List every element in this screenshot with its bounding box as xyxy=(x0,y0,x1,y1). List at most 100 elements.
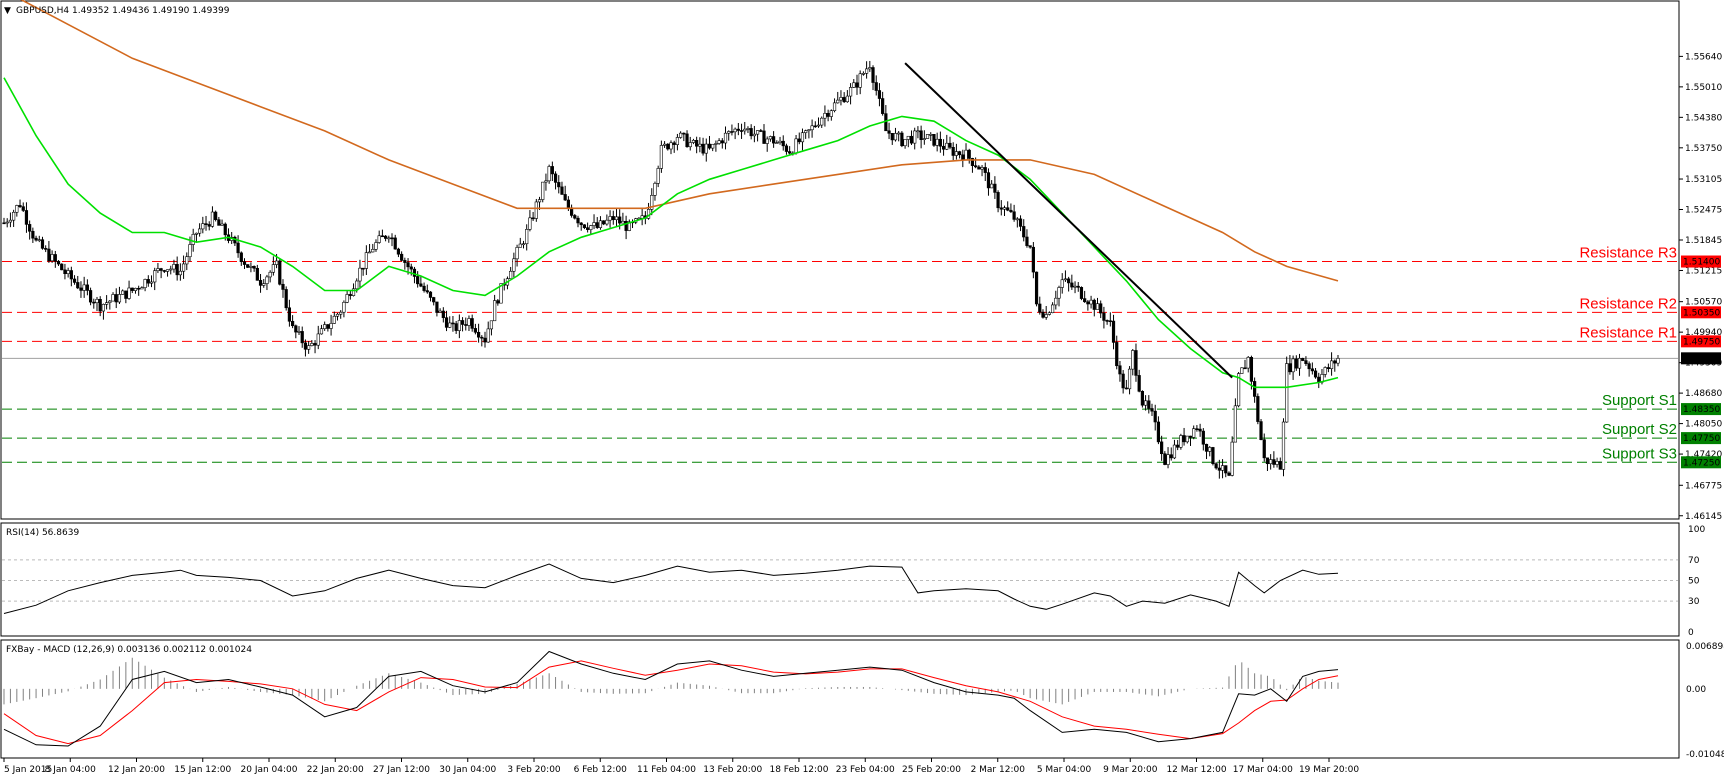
candle-body xyxy=(865,68,869,74)
candle-body xyxy=(1262,439,1266,459)
candle-body xyxy=(1297,358,1302,369)
candle-body xyxy=(108,300,112,303)
candle-body xyxy=(249,266,253,268)
candle-body xyxy=(964,149,968,161)
candle-body xyxy=(1313,370,1318,378)
candle-body xyxy=(958,151,962,156)
candle-body xyxy=(278,260,282,285)
candle-body xyxy=(40,239,45,249)
candle-body xyxy=(441,310,445,318)
candle-body xyxy=(1217,467,1221,471)
candle-body xyxy=(1278,461,1282,470)
candle-body xyxy=(416,276,420,285)
candle-body xyxy=(903,139,907,147)
candle-body xyxy=(188,244,192,258)
price-axis-label-1: 1.55010 xyxy=(1685,83,1722,93)
candle-body xyxy=(28,224,32,232)
downtrend-line[interactable] xyxy=(904,62,1233,379)
candle-body xyxy=(444,317,449,328)
level-label-2: Resistance R1 xyxy=(1579,324,1677,341)
candle-body xyxy=(1182,435,1186,443)
candle-body xyxy=(451,322,455,325)
level-label-5: Support S3 xyxy=(1602,445,1677,462)
candle-body xyxy=(861,73,866,75)
candle-body xyxy=(483,337,487,343)
rsi-axis-label-3: 30 xyxy=(1688,597,1700,607)
candle-body xyxy=(438,310,442,313)
candle-body xyxy=(114,294,118,303)
candle-body xyxy=(140,287,144,290)
candle-body xyxy=(1089,299,1093,305)
time-axis-label-20: 19 Mar 20:00 xyxy=(1299,765,1359,775)
macd-axis-label-1: 0.00 xyxy=(1686,685,1706,695)
candle-body xyxy=(130,287,134,291)
candle-body xyxy=(1127,368,1132,390)
candle-body xyxy=(105,302,109,305)
candle-body xyxy=(531,217,535,220)
candle-body xyxy=(560,186,564,195)
candle-body xyxy=(999,207,1003,210)
time-axis-label-0: 5 Jan 2015 xyxy=(4,765,52,775)
candle-body xyxy=(1301,358,1305,361)
candle-body xyxy=(172,264,176,270)
candle-body xyxy=(34,237,38,241)
candle-body xyxy=(550,166,554,175)
candle-body xyxy=(1326,367,1330,369)
candle-body xyxy=(1015,218,1019,221)
candle-body xyxy=(743,128,747,132)
rsi-axis-label-2: 50 xyxy=(1688,577,1700,587)
candle-body xyxy=(12,211,16,221)
candle-body xyxy=(63,269,67,275)
candle-body xyxy=(582,224,587,228)
candle-body xyxy=(1060,279,1064,288)
candle-body xyxy=(156,268,160,272)
candle-body xyxy=(1057,287,1061,299)
rsi-title: RSI(14) 56.8639 xyxy=(6,528,79,538)
macd-signal-line xyxy=(3,660,1339,745)
candle-body xyxy=(1198,428,1202,432)
candle-body xyxy=(691,140,696,143)
chart-menu-arrow-icon[interactable]: ▼ xyxy=(4,6,11,16)
candle-body xyxy=(137,287,141,290)
level-label-4: Support S2 xyxy=(1602,421,1677,438)
candle-body xyxy=(682,132,686,135)
time-axis-label-13: 23 Feb 04:00 xyxy=(836,765,895,775)
time-axis-label-9: 6 Feb 12:00 xyxy=(574,765,628,775)
candle-body xyxy=(621,220,625,224)
macd-panel-frame xyxy=(0,639,1680,759)
candle-body xyxy=(1336,358,1340,364)
candle-body xyxy=(521,243,526,246)
candle-body xyxy=(1253,381,1257,397)
candle-body xyxy=(358,267,362,282)
candle-body xyxy=(1304,360,1308,364)
candle-body xyxy=(435,301,439,313)
candle-body xyxy=(602,220,606,225)
candle-body xyxy=(906,135,910,140)
candle-body xyxy=(1236,373,1241,407)
candle-body xyxy=(592,222,596,226)
price-axis-label-11: 1.48680 xyxy=(1685,389,1722,399)
candle-body xyxy=(499,283,503,304)
candle-body xyxy=(1265,457,1270,465)
candle-body xyxy=(454,323,458,331)
candle-body xyxy=(255,267,259,281)
candle-body xyxy=(1143,400,1148,406)
candle-body xyxy=(432,297,436,303)
candle-body xyxy=(464,324,468,326)
candle-body xyxy=(169,268,173,271)
candle-body xyxy=(778,140,782,143)
level-price-tag-1 xyxy=(1681,306,1721,319)
candle-body xyxy=(695,140,699,147)
candle-body xyxy=(1121,373,1125,389)
candle-body xyxy=(1166,454,1170,465)
candle-body xyxy=(650,195,654,210)
candle-body xyxy=(723,132,728,144)
candle-body xyxy=(739,130,744,132)
candle-body xyxy=(1137,375,1141,392)
candle-body xyxy=(553,173,558,183)
candle-body xyxy=(489,320,494,330)
price-axis-label-6: 1.51845 xyxy=(1685,236,1722,246)
candle-body xyxy=(685,133,689,148)
candle-body xyxy=(1086,301,1090,305)
candle-body xyxy=(704,143,708,154)
